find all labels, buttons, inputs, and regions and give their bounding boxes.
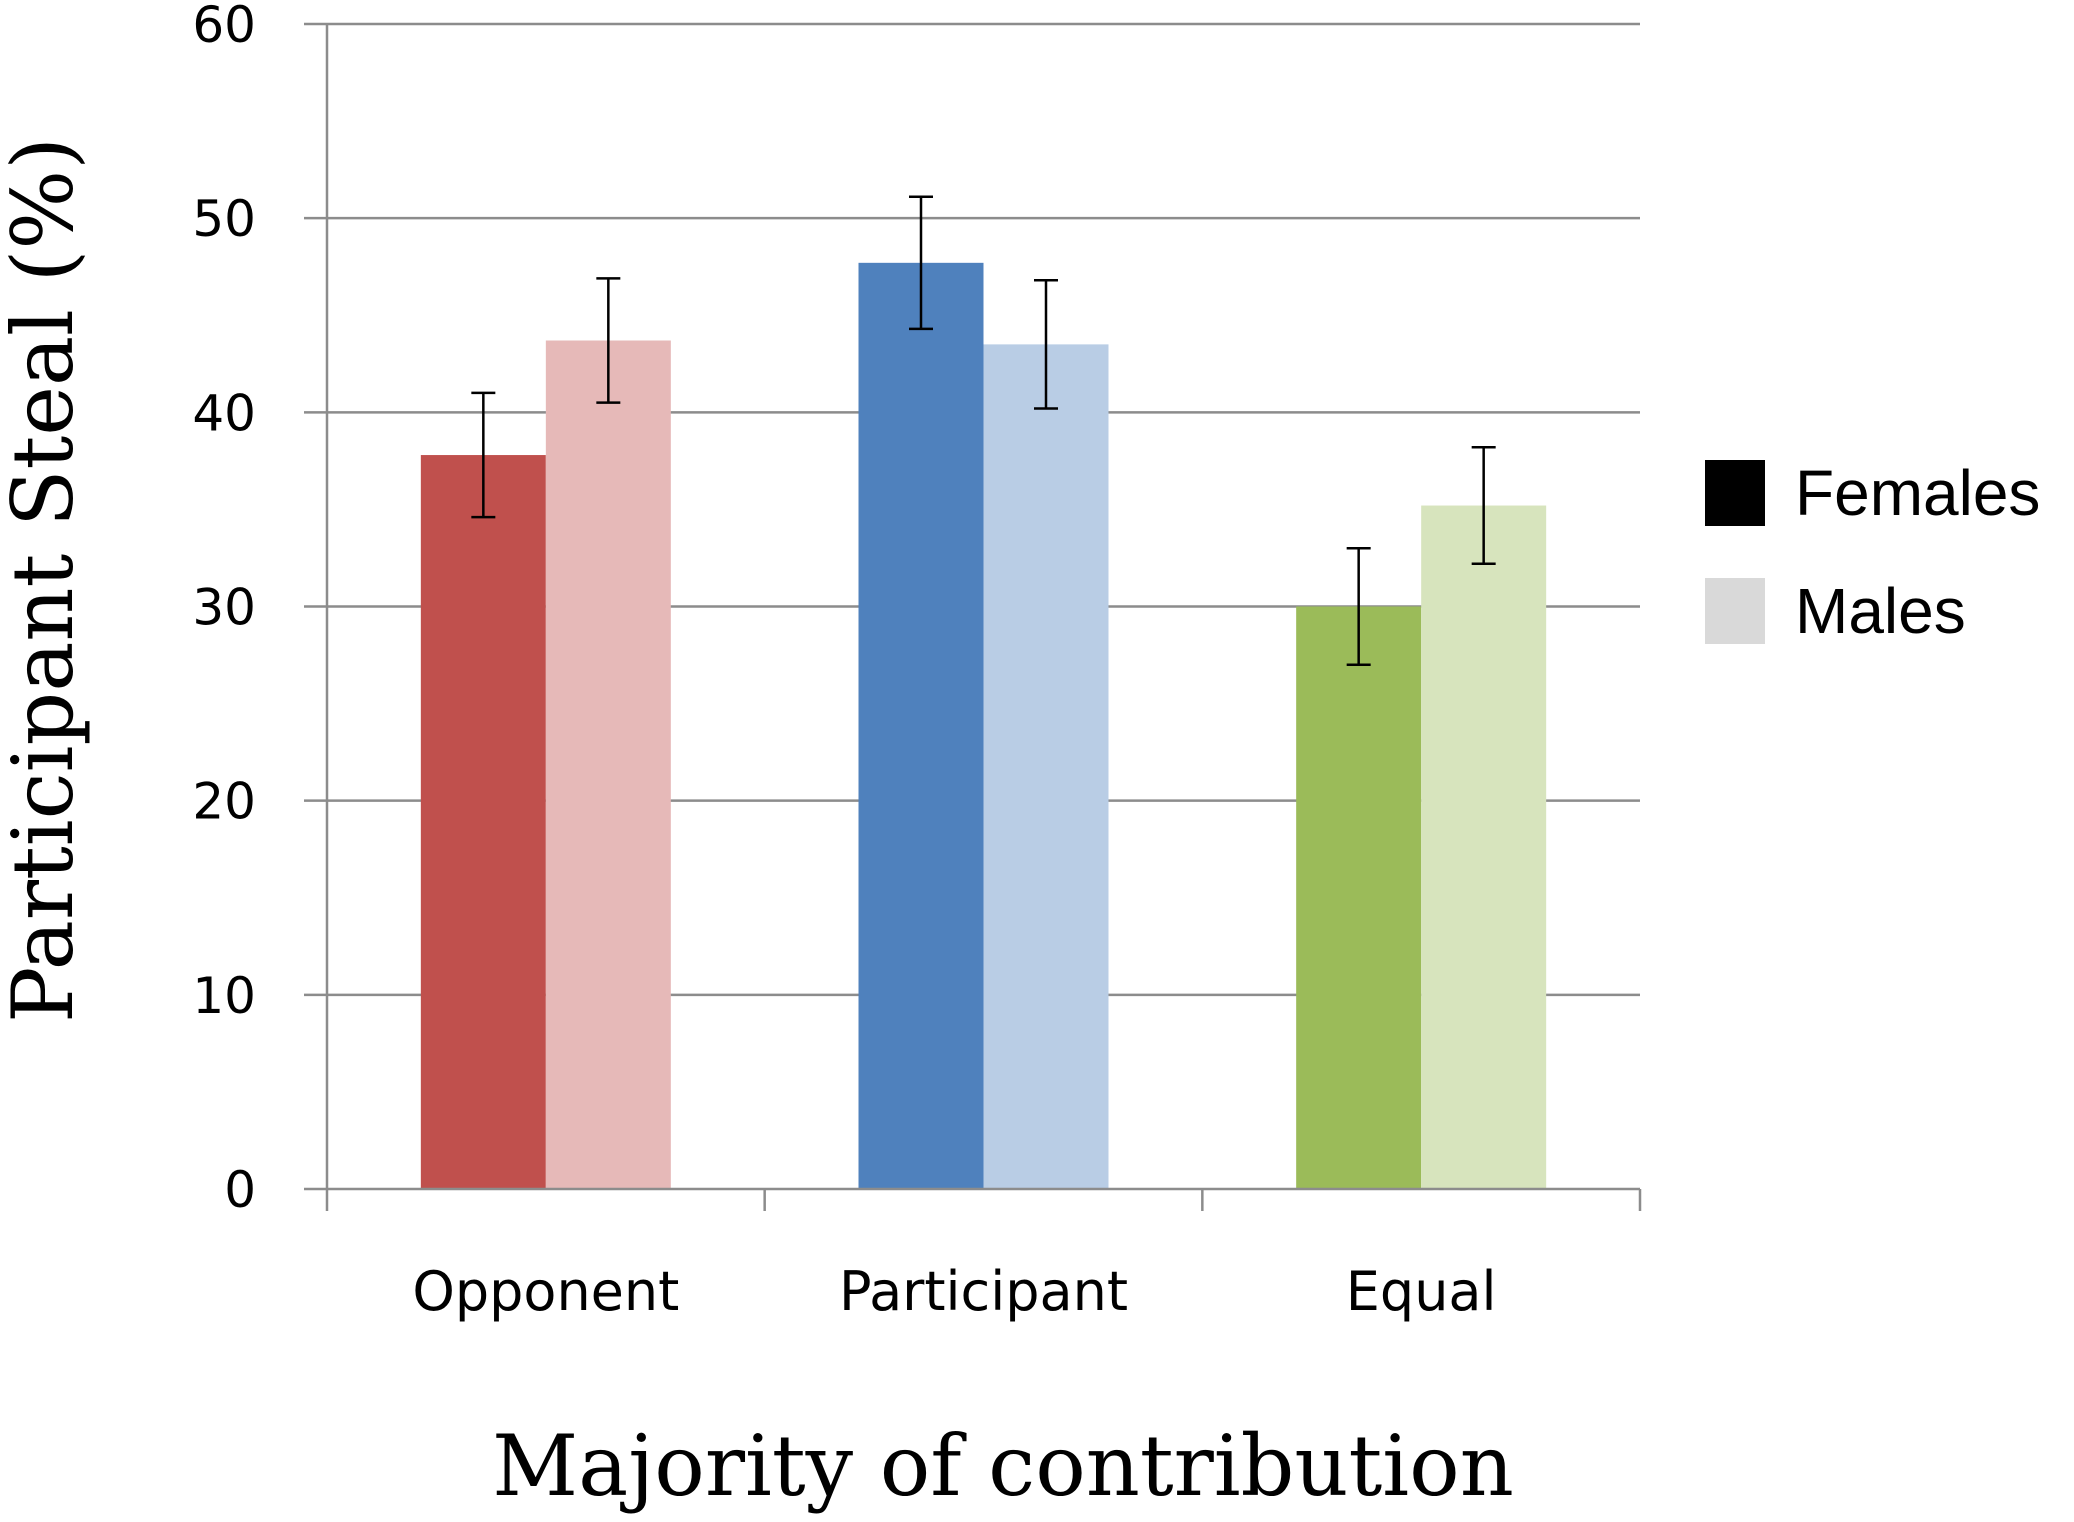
y-tick-label: 40 <box>192 384 256 442</box>
y-tick-label: 50 <box>192 190 256 248</box>
legend-swatch-females <box>1705 460 1765 526</box>
bar-females-equal <box>1296 606 1422 1189</box>
y-tick-label: 30 <box>192 579 256 637</box>
legend-label-males: Males <box>1795 575 1966 647</box>
error-bars <box>471 195 1496 666</box>
x-axis-title: Majority of contribution <box>492 1417 1514 1515</box>
y-tick-label: 0 <box>224 1161 256 1219</box>
bar-males-equal <box>1421 505 1547 1189</box>
y-tick-label: 20 <box>192 773 256 831</box>
bar-males-opponent <box>545 340 671 1189</box>
legend: Females Males <box>1705 457 2040 647</box>
bar-females-participant <box>858 262 984 1189</box>
bars <box>420 262 1547 1189</box>
legend-swatch-males <box>1705 578 1765 644</box>
y-tick-label: 60 <box>192 0 256 54</box>
x-category-label: Equal <box>1346 1260 1497 1323</box>
y-axis-title: Participant Steal (%) <box>0 137 92 1023</box>
x-category-label: Opponent <box>412 1260 679 1323</box>
legend-label-females: Females <box>1795 457 2040 529</box>
x-category-labels: Opponent Participant Equal <box>412 1260 1496 1323</box>
y-tick-label: 10 <box>192 967 256 1025</box>
bar-males-participant <box>983 344 1109 1189</box>
bar-females-opponent <box>420 455 546 1189</box>
axes <box>304 22 1642 1211</box>
y-tick-labels: 0 10 20 30 40 50 60 <box>192 0 256 1219</box>
x-category-label: Participant <box>839 1260 1128 1323</box>
